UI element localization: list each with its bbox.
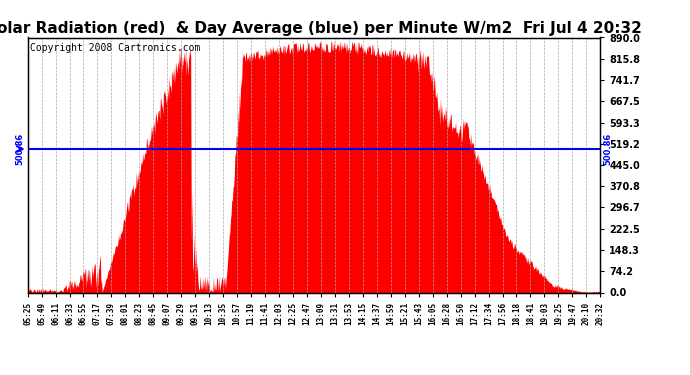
Text: 500.86: 500.86 xyxy=(16,133,25,165)
Text: 500.86: 500.86 xyxy=(603,133,612,165)
Text: Copyright 2008 Cartronics.com: Copyright 2008 Cartronics.com xyxy=(30,43,201,52)
Title: Solar Radiation (red)  & Day Average (blue) per Minute W/m2  Fri Jul 4 20:32: Solar Radiation (red) & Day Average (blu… xyxy=(0,21,642,36)
